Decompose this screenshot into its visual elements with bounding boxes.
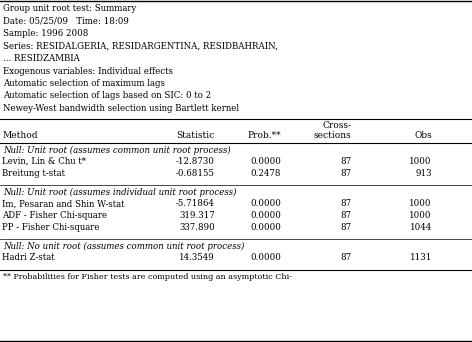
Text: 0.2478: 0.2478 xyxy=(250,169,281,177)
Text: Null: Unit root (assumes common unit root process): Null: Unit root (assumes common unit roo… xyxy=(3,145,231,155)
Text: -5.71864: -5.71864 xyxy=(176,199,215,209)
Text: sections: sections xyxy=(314,131,352,140)
Text: 319.317: 319.317 xyxy=(179,211,215,220)
Text: Obs: Obs xyxy=(414,131,432,140)
Text: 1000: 1000 xyxy=(409,199,432,209)
Text: Null: Unit root (assumes individual unit root process): Null: Unit root (assumes individual unit… xyxy=(3,188,236,197)
Text: 337.890: 337.890 xyxy=(179,223,215,232)
Text: 0.0000: 0.0000 xyxy=(250,157,281,166)
Text: Prob.**: Prob.** xyxy=(247,131,281,140)
Text: Hadri Z-stat: Hadri Z-stat xyxy=(2,253,55,263)
Text: Date: 05/25/09   Time: 18:09: Date: 05/25/09 Time: 18:09 xyxy=(3,16,129,26)
Text: Sample: 1996 2008: Sample: 1996 2008 xyxy=(3,29,88,38)
Text: 87: 87 xyxy=(340,169,352,177)
Text: Breitung t-stat: Breitung t-stat xyxy=(2,169,65,177)
Text: 913: 913 xyxy=(415,169,432,177)
Text: 0.0000: 0.0000 xyxy=(250,223,281,232)
Text: 87: 87 xyxy=(340,199,352,209)
Text: Cross-: Cross- xyxy=(323,120,352,130)
Text: Automatic selection of maximum lags: Automatic selection of maximum lags xyxy=(3,79,165,88)
Text: 0.0000: 0.0000 xyxy=(250,253,281,263)
Text: Levin, Lin & Chu t*: Levin, Lin & Chu t* xyxy=(2,157,86,166)
Text: 14.3549: 14.3549 xyxy=(179,253,215,263)
Text: 1131: 1131 xyxy=(410,253,432,263)
Text: 0.0000: 0.0000 xyxy=(250,199,281,209)
Text: Group unit root test: Summary: Group unit root test: Summary xyxy=(3,4,136,13)
Text: 0.0000: 0.0000 xyxy=(250,211,281,220)
Text: Automatic selection of lags based on SIC: 0 to 2: Automatic selection of lags based on SIC… xyxy=(3,92,211,101)
Text: ** Probabilities for Fisher tests are computed using an asymptotic Chi-: ** Probabilities for Fisher tests are co… xyxy=(3,273,292,281)
Text: PP - Fisher Chi-square: PP - Fisher Chi-square xyxy=(2,223,100,232)
Text: ADF - Fisher Chi-square: ADF - Fisher Chi-square xyxy=(2,211,108,220)
Text: Series: RESIDALGERIA, RESIDARGENTINA, RESIDBAHRAIN,: Series: RESIDALGERIA, RESIDARGENTINA, RE… xyxy=(3,41,278,51)
Text: -12.8730: -12.8730 xyxy=(176,157,215,166)
Text: 1044: 1044 xyxy=(410,223,432,232)
Text: Newey-West bandwidth selection using Bartlett kernel: Newey-West bandwidth selection using Bar… xyxy=(3,104,239,113)
Text: Null: No unit root (assumes common unit root process): Null: No unit root (assumes common unit … xyxy=(3,242,244,251)
Text: Method: Method xyxy=(2,131,38,140)
Text: 87: 87 xyxy=(340,211,352,220)
Text: -0.68155: -0.68155 xyxy=(176,169,215,177)
Text: Exogenous variables: Individual effects: Exogenous variables: Individual effects xyxy=(3,66,173,76)
Text: 87: 87 xyxy=(340,223,352,232)
Text: ... RESIDZAMBIA: ... RESIDZAMBIA xyxy=(3,54,80,63)
Text: Statistic: Statistic xyxy=(177,131,215,140)
Text: 1000: 1000 xyxy=(409,211,432,220)
Text: 87: 87 xyxy=(340,157,352,166)
Text: 87: 87 xyxy=(340,253,352,263)
Text: Im, Pesaran and Shin W-stat: Im, Pesaran and Shin W-stat xyxy=(2,199,125,209)
Text: 1000: 1000 xyxy=(409,157,432,166)
